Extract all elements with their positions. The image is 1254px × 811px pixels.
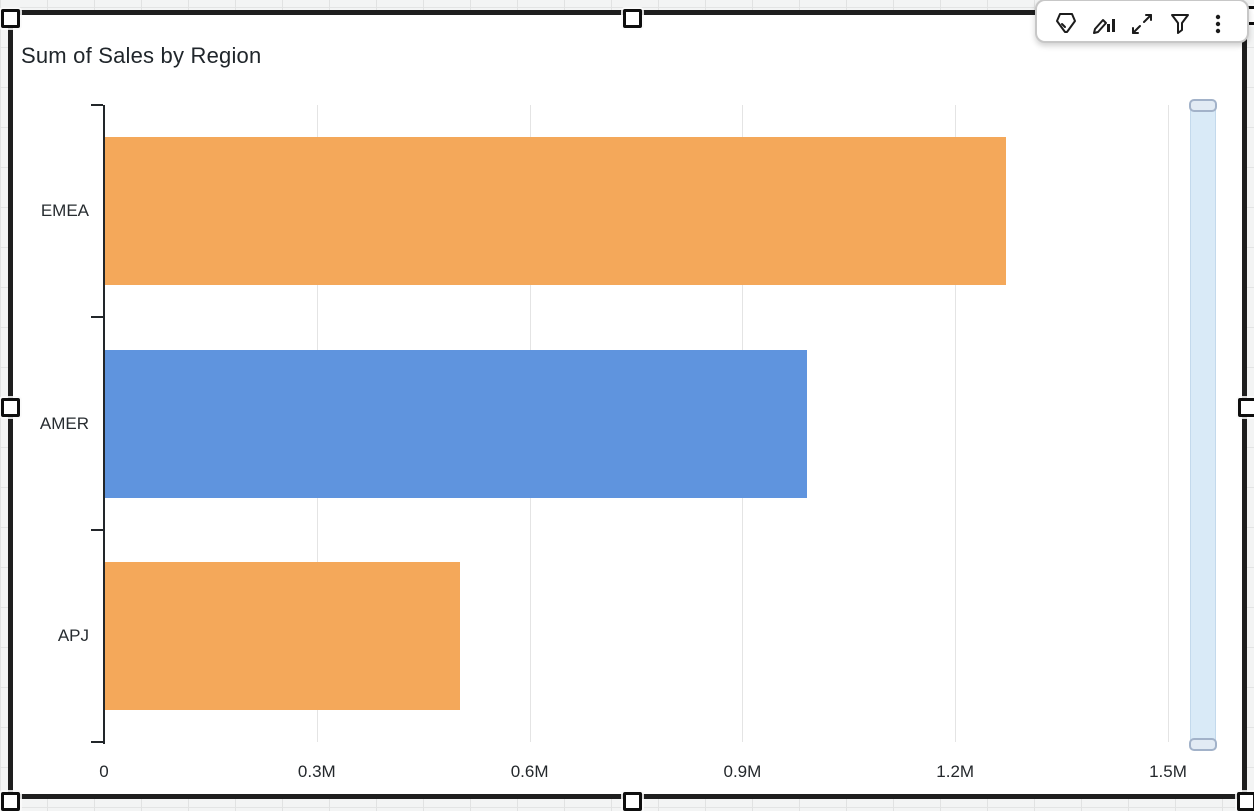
edit-visual-icon[interactable] (1089, 10, 1119, 38)
axis-range-scrollbar[interactable] (1190, 103, 1216, 748)
resize-handle-top-center[interactable] (623, 9, 642, 28)
range-slider-bottom-grip (1189, 738, 1217, 751)
bar-amer[interactable] (105, 349, 808, 498)
x-axis-tick-label: 1.5M (1149, 762, 1187, 781)
format-badge-icon[interactable] (1051, 10, 1081, 38)
resize-handle-middle-right[interactable] (1238, 398, 1254, 417)
resize-handle-middle-left[interactable] (1, 398, 20, 417)
range-slider-top-handle[interactable] (1184, 99, 1222, 112)
filter-icon[interactable] (1165, 10, 1195, 38)
x-axis-tick-label: 1.2M (936, 762, 975, 781)
bar-apj[interactable] (105, 561, 460, 710)
x-axis-tick-label: 0 (99, 762, 109, 781)
range-slider-bottom-handle[interactable] (1184, 738, 1222, 751)
category-label-emea: EMEA (40, 201, 89, 221)
category-label-apj: APJ (57, 625, 89, 645)
x-axis-tick-label: 0.3M (297, 762, 336, 781)
y-axis-tick (91, 741, 103, 743)
y-axis-line (103, 105, 105, 744)
visual-title: Sum of Sales by Region (21, 43, 262, 68)
menu-icon[interactable] (1203, 10, 1233, 38)
range-slider-top-grip (1189, 99, 1217, 112)
bar-chart-plot: 0 0.3M 0.6M 0.9M 1.2M 1.5M EMEA AMER APJ (13, 15, 1242, 794)
resize-handle-bottom-right[interactable] (1237, 792, 1254, 811)
maximize-icon[interactable] (1127, 10, 1157, 38)
x-gridline (955, 105, 957, 742)
resize-handle-bottom-center[interactable] (623, 792, 642, 811)
resize-handle-top-left[interactable] (1, 9, 20, 28)
y-axis-tick (91, 528, 103, 531)
on-visual-toolbar (1035, 0, 1249, 43)
visual-widget[interactable]: Sum of Sales by Region 0 0.3M 0.6M 0.9M 1.2M… (8, 0, 1249, 799)
category-label-amer: AMER (39, 413, 89, 433)
y-axis-tick (91, 316, 103, 319)
x-axis-tick-label: 0.9M (723, 762, 762, 781)
bar-emea[interactable] (105, 137, 1006, 286)
x-axis-tick-label: 0.6M (510, 762, 549, 781)
y-axis-tick (91, 104, 103, 106)
x-gridline (1168, 105, 1169, 742)
resize-handle-bottom-left[interactable] (1, 792, 20, 811)
